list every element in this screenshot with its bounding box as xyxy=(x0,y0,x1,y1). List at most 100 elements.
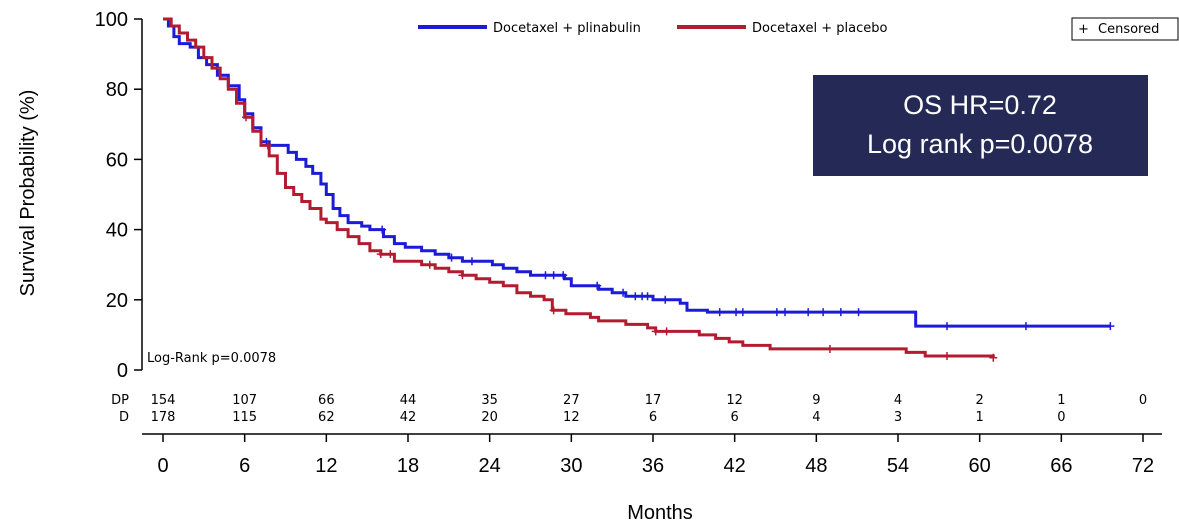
x-tick-label: 30 xyxy=(560,455,582,477)
x-tick-label: 72 xyxy=(1132,455,1154,477)
censor-mark xyxy=(836,308,845,317)
censor-mark xyxy=(447,253,456,262)
censored-key: + Censored xyxy=(1071,17,1179,41)
censor-marks xyxy=(242,113,1115,362)
censor-mark xyxy=(772,308,781,317)
x-axis-title: Months xyxy=(627,502,693,524)
risk-count-cell: 12 xyxy=(726,393,743,408)
risk-count-cell: 3 xyxy=(894,410,902,425)
y-tick-label: 20 xyxy=(106,290,128,312)
censor-mark xyxy=(619,288,628,297)
x-tick-label: 60 xyxy=(969,455,991,477)
x-tick-label: 42 xyxy=(724,455,746,477)
censor-mark xyxy=(943,351,951,360)
censor-mark xyxy=(643,292,652,301)
censor-mark xyxy=(661,295,670,304)
y-tick-label: 0 xyxy=(117,360,128,382)
censor-mark xyxy=(386,250,395,259)
risk-count-cell: 9 xyxy=(812,393,820,408)
risk-count-cell: 0 xyxy=(1139,393,1147,408)
x-tick-label: 0 xyxy=(157,455,168,477)
censor-mark xyxy=(458,271,467,280)
censor-mark xyxy=(1106,322,1115,331)
censor-mark xyxy=(651,327,660,336)
risk-count-cell: 4 xyxy=(894,393,902,408)
x-tick-group: 0 6 12 18 24 30 36 42 48 54 60 66 72 xyxy=(157,434,1154,477)
risk-count-cell: 115 xyxy=(232,410,257,425)
log-rank-label: Log-Rank p=0.0078 xyxy=(147,351,276,366)
censor-mark xyxy=(559,271,568,280)
risk-row-label-dp: DP xyxy=(111,393,129,408)
censor-mark xyxy=(378,225,387,234)
x-tick-label: 54 xyxy=(887,455,909,477)
censor-mark xyxy=(631,292,640,301)
censor-mark xyxy=(1021,322,1030,331)
risk-count-cell: 178 xyxy=(151,410,176,425)
hr-annotation-box: OS HR=0.72 Log rank p=0.0078 xyxy=(813,75,1148,176)
y-tick-label: 40 xyxy=(106,220,128,242)
censor-mark xyxy=(854,308,863,317)
censor-mark xyxy=(781,308,790,317)
y-tick-label: 100 xyxy=(95,9,128,31)
risk-count-cell: 12 xyxy=(563,410,580,425)
risk-count-cell: 42 xyxy=(400,410,417,425)
censor-mark xyxy=(662,327,671,336)
censor-mark xyxy=(738,308,747,317)
risk-row-label-d: D xyxy=(119,410,129,425)
legend-label-placebo: Docetaxel + placebo xyxy=(752,21,887,36)
censor-mark xyxy=(549,306,558,315)
risk-count-cell: 1 xyxy=(976,410,984,425)
risk-count-cell: 4 xyxy=(812,410,820,425)
hr-annotation-line1: OS HR=0.72 xyxy=(903,90,1057,120)
risk-count-cell: 2 xyxy=(976,393,984,408)
y-tick-label: 60 xyxy=(106,149,128,171)
risk-count-cell: 62 xyxy=(318,410,335,425)
censor-mark xyxy=(989,353,998,362)
risk-count-cell: 17 xyxy=(645,393,662,408)
risk-count-cell: 66 xyxy=(318,393,335,408)
censor-mark xyxy=(549,271,558,280)
censor-mark xyxy=(593,281,602,290)
censored-key-box xyxy=(1071,17,1179,41)
risk-count-cell: 6 xyxy=(731,410,739,425)
censor-mark xyxy=(262,137,271,146)
y-tick-group: 0 20 40 60 80 100 xyxy=(95,9,142,382)
x-tick-label: 12 xyxy=(315,455,337,477)
risk-count-cell: 27 xyxy=(563,393,580,408)
legend-label-plinabulin: Docetaxel + plinabulin xyxy=(493,21,641,36)
hr-annotation-line2: Log rank p=0.0078 xyxy=(867,129,1093,159)
legend: Docetaxel + plinabulin Docetaxel + place… xyxy=(418,21,887,36)
censor-mark xyxy=(242,113,251,122)
risk-count-cell: 154 xyxy=(151,393,176,408)
risk-count-cell: 44 xyxy=(400,393,417,408)
censor-mark xyxy=(715,308,724,317)
y-tick-label: 80 xyxy=(106,79,128,101)
censor-mark xyxy=(263,141,272,150)
censor-mark xyxy=(943,322,951,331)
censor-mark xyxy=(467,257,476,266)
y-axis-title: Survival Probability (%) xyxy=(17,90,39,297)
km-curve-series-1 xyxy=(163,17,995,358)
censor-mark xyxy=(376,250,385,259)
x-tick-label: 66 xyxy=(1050,455,1072,477)
hr-annotation-background xyxy=(813,75,1148,176)
x-tick-label: 48 xyxy=(805,455,827,477)
censor-mark xyxy=(819,308,828,317)
x-tick-label: 18 xyxy=(397,455,419,477)
risk-count-cell: 1 xyxy=(1057,393,1065,408)
risk-count-cell: 20 xyxy=(481,410,498,425)
risk-count-cell: 107 xyxy=(232,393,257,408)
risk-count-cell: 35 xyxy=(481,393,498,408)
x-tick-label: 24 xyxy=(479,455,501,477)
censor-mark xyxy=(425,260,434,269)
censor-mark xyxy=(825,344,834,353)
censored-key-label: Censored xyxy=(1098,22,1159,37)
risk-count-cell: 6 xyxy=(649,410,657,425)
censor-mark xyxy=(804,308,813,317)
censored-key-symbol: + xyxy=(1078,22,1089,37)
risk-count-cell: 0 xyxy=(1057,410,1065,425)
censor-mark xyxy=(541,271,550,280)
survival-curves xyxy=(163,17,1111,358)
